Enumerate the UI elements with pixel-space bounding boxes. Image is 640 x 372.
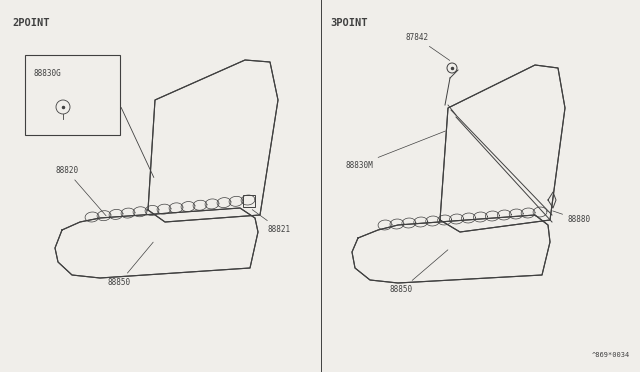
- Text: 3POINT: 3POINT: [330, 18, 367, 28]
- Text: 88850: 88850: [108, 242, 153, 287]
- Polygon shape: [55, 208, 258, 278]
- Text: 88880: 88880: [552, 211, 591, 224]
- Text: 88830G: 88830G: [33, 69, 61, 78]
- Bar: [25, 55, 120, 135]
- Text: 88821: 88821: [252, 210, 291, 234]
- Text: 88830M: 88830M: [345, 131, 445, 170]
- Text: 88820: 88820: [55, 166, 106, 216]
- Polygon shape: [440, 65, 565, 232]
- Text: 87842: 87842: [405, 33, 450, 60]
- Text: ^869*0034: ^869*0034: [592, 352, 630, 358]
- Text: 2POINT: 2POINT: [12, 18, 49, 28]
- Bar: [243, 195, 255, 207]
- Polygon shape: [352, 215, 550, 283]
- Polygon shape: [148, 60, 278, 222]
- Text: 88850: 88850: [390, 250, 448, 294]
